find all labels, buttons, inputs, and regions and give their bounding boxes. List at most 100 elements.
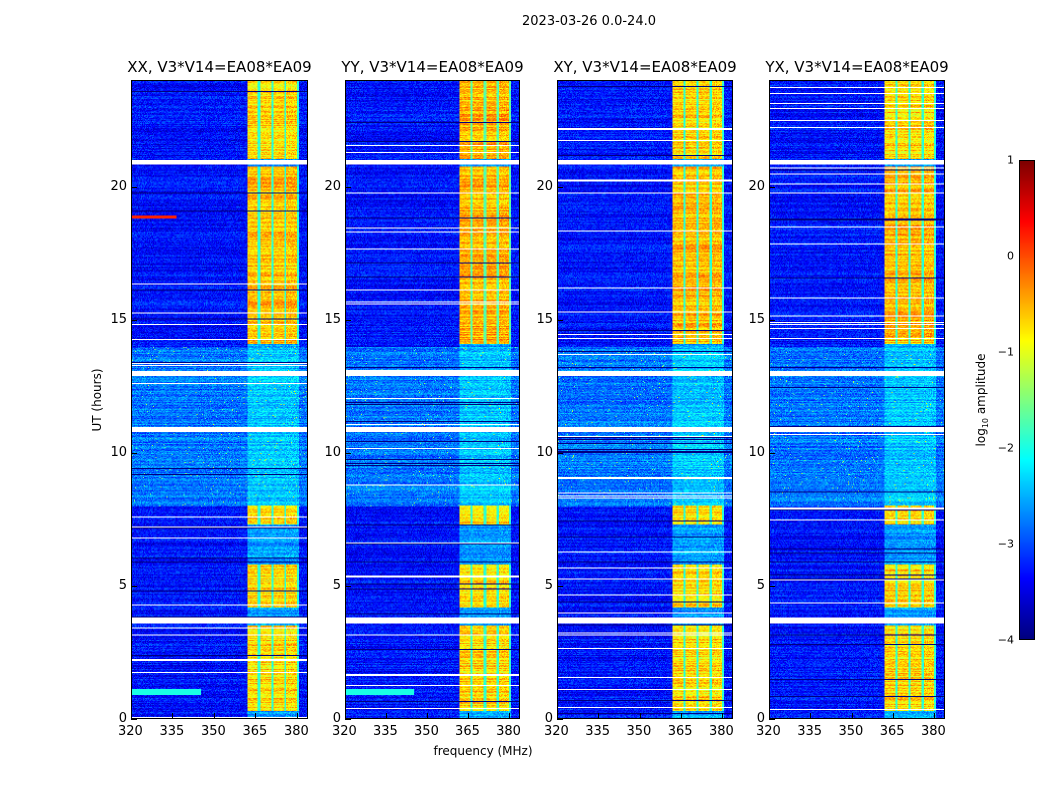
x-tick-mark [892,713,894,719]
y-tick-label: 10 [324,444,341,460]
heatmap-image [558,81,732,718]
x-tick-mark [296,713,298,719]
y-tick-mark [769,452,775,454]
colorbar-tick-label: −2 [997,441,1014,455]
y-tick-label: 5 [118,577,127,593]
panel-title: XX, V3*V14=EA08*EA09 [127,58,312,76]
x-tick-mark [769,713,770,719]
x-tick-label: 320 [332,724,357,739]
x-tick-mark [509,713,511,719]
x-tick-mark [213,713,215,719]
x-tick-mark [557,713,558,719]
y-tick-mark [131,719,137,720]
colorbar-tick-label: −4 [997,633,1014,647]
y-tick-label: 10 [536,444,553,460]
x-tick-mark [639,713,641,719]
y-tick-label: 15 [324,311,341,327]
x-tick-mark [851,713,853,719]
y-tick-mark [345,585,351,587]
y-tick-mark [345,319,351,321]
x-tick-label: 335 [373,724,398,739]
heatmap-image [346,81,519,718]
x-axis-label: frequency (MHz) [433,744,533,758]
y-tick-label: 20 [110,178,127,194]
y-tick-mark [345,186,351,188]
colorbar-tick-label: 1 [1007,153,1014,167]
panel-title: YX, V3*V14=EA08*EA09 [765,58,949,76]
y-tick-label: 10 [110,444,127,460]
y-tick-label: 0 [332,711,341,726]
y-tick-mark [131,319,137,321]
y-tick-mark [131,452,137,454]
colorbar-tick-label: −3 [997,537,1014,551]
y-tick-label: 0 [756,711,765,726]
colorbar-label-sub: 10 [981,417,991,429]
x-tick-mark [598,713,600,719]
y-tick-label: 5 [332,577,341,593]
y-tick-mark [769,319,775,321]
y-tick-mark [345,452,351,454]
colorbar-tick-label: 0 [1007,249,1014,263]
y-tick-label: 15 [110,311,127,327]
x-tick-label: 335 [797,724,823,739]
x-tick-label: 350 [414,724,439,739]
y-tick-label: 0 [118,711,127,726]
heatmap-image [770,81,944,718]
panel-title: YY, V3*V14=EA08*EA09 [341,58,524,76]
y-axis-label: UT (hours) [90,368,104,432]
y-tick-mark [557,585,563,587]
heatmap-image [132,81,307,718]
x-tick-label: 365 [667,724,693,739]
colorbar-label: log10 amplitude [974,354,990,447]
y-tick-mark [131,186,137,188]
y-tick-label: 20 [748,178,765,194]
x-tick-label: 335 [585,724,611,739]
x-tick-label: 350 [200,724,226,739]
x-tick-mark [722,713,723,719]
y-tick-mark [769,719,775,720]
x-tick-label: 380 [709,724,734,739]
y-tick-label: 10 [748,444,765,460]
x-tick-label: 320 [118,724,143,739]
colorbar-tick-label: −1 [997,345,1014,359]
x-tick-mark [934,713,935,719]
heatmap-panel [345,80,520,719]
y-tick-label: 20 [324,178,341,194]
y-tick-label: 0 [544,711,553,726]
x-tick-mark [680,713,682,719]
x-tick-label: 350 [838,724,864,739]
x-tick-mark [386,713,388,719]
y-tick-label: 5 [544,577,553,593]
x-tick-label: 350 [626,724,652,739]
x-tick-label: 320 [756,724,781,739]
x-tick-mark [468,713,470,719]
y-tick-label: 15 [536,311,553,327]
x-tick-label: 380 [496,724,521,739]
colorbar [1019,160,1035,640]
y-tick-label: 15 [748,311,765,327]
x-tick-mark [255,713,257,719]
y-tick-mark [557,319,563,321]
x-tick-mark [345,713,346,719]
y-tick-label: 20 [536,178,553,194]
colorbar-label-log: log [973,428,988,447]
heatmap-panel [769,80,945,719]
figure-title: 2023-03-26 0.0-24.0 [522,14,656,29]
x-tick-label: 365 [879,724,905,739]
x-tick-mark [427,713,429,719]
x-tick-label: 320 [544,724,569,739]
y-tick-mark [769,585,775,587]
x-tick-mark [131,713,132,719]
y-tick-mark [557,719,563,720]
panel-title: XY, V3*V14=EA08*EA09 [553,58,737,76]
y-tick-mark [131,585,137,587]
y-tick-mark [557,452,563,454]
y-tick-label: 5 [756,577,765,593]
x-tick-label: 365 [455,724,480,739]
x-tick-label: 380 [283,724,309,739]
y-tick-mark [557,186,563,188]
heatmap-panel [131,80,308,719]
x-tick-label: 380 [921,724,946,739]
y-tick-mark [345,719,351,720]
